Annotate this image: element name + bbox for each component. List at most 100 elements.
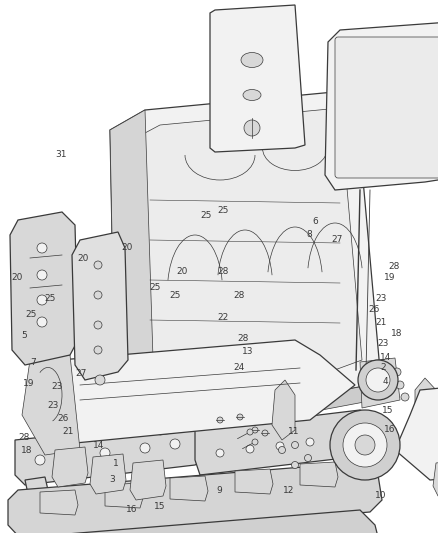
- Circle shape: [355, 435, 375, 455]
- Polygon shape: [325, 22, 438, 190]
- Polygon shape: [395, 365, 438, 480]
- Text: 23: 23: [51, 382, 63, 391]
- Text: 16: 16: [384, 425, 396, 433]
- Circle shape: [100, 448, 110, 458]
- Polygon shape: [272, 380, 295, 440]
- Circle shape: [292, 441, 299, 448]
- Text: 20: 20: [78, 254, 89, 263]
- Text: 28: 28: [237, 334, 249, 343]
- Text: 1: 1: [113, 459, 119, 468]
- Circle shape: [330, 410, 400, 480]
- Text: 26: 26: [369, 305, 380, 313]
- Circle shape: [140, 443, 150, 453]
- Text: 11: 11: [288, 427, 299, 436]
- Text: 25: 25: [26, 310, 37, 319]
- Circle shape: [343, 423, 387, 467]
- Polygon shape: [300, 462, 338, 487]
- Text: 6: 6: [312, 217, 318, 225]
- Circle shape: [244, 120, 260, 136]
- Text: 10: 10: [375, 491, 387, 500]
- Circle shape: [358, 360, 398, 400]
- Polygon shape: [10, 212, 78, 365]
- Circle shape: [252, 427, 258, 433]
- Circle shape: [37, 317, 47, 327]
- Text: 24: 24: [233, 364, 244, 372]
- Circle shape: [396, 381, 404, 389]
- Circle shape: [65, 452, 75, 462]
- Circle shape: [94, 321, 102, 329]
- Circle shape: [292, 462, 299, 469]
- Circle shape: [336, 434, 344, 442]
- Text: 5: 5: [21, 332, 27, 340]
- Text: 28: 28: [218, 268, 229, 276]
- Polygon shape: [235, 469, 273, 494]
- Polygon shape: [360, 358, 400, 408]
- Polygon shape: [170, 476, 208, 501]
- Text: 15: 15: [382, 406, 393, 415]
- Text: 28: 28: [233, 292, 244, 300]
- Text: 8: 8: [306, 230, 312, 239]
- Text: 23: 23: [375, 294, 387, 303]
- Text: 28: 28: [389, 262, 400, 271]
- Text: 16: 16: [126, 505, 137, 513]
- Circle shape: [252, 439, 258, 445]
- Polygon shape: [25, 477, 48, 494]
- Text: 14: 14: [93, 441, 104, 449]
- Text: 31: 31: [56, 150, 67, 159]
- Polygon shape: [30, 340, 355, 445]
- Circle shape: [94, 291, 102, 299]
- Circle shape: [217, 417, 223, 423]
- Polygon shape: [18, 510, 380, 533]
- Text: 2: 2: [381, 364, 386, 372]
- Circle shape: [237, 414, 243, 420]
- Text: 20: 20: [11, 273, 22, 281]
- Text: 9: 9: [216, 486, 222, 495]
- Text: 25: 25: [150, 284, 161, 292]
- Circle shape: [95, 375, 105, 385]
- Circle shape: [37, 295, 47, 305]
- Text: 3: 3: [109, 475, 115, 484]
- Text: 25: 25: [170, 292, 181, 300]
- Text: 26: 26: [58, 414, 69, 423]
- Circle shape: [276, 442, 284, 450]
- Circle shape: [366, 368, 390, 392]
- Text: 19: 19: [384, 273, 396, 281]
- Polygon shape: [8, 462, 382, 533]
- Text: 18: 18: [391, 329, 402, 337]
- Polygon shape: [433, 460, 438, 496]
- Polygon shape: [195, 410, 390, 475]
- Polygon shape: [22, 355, 80, 455]
- Text: 23: 23: [47, 401, 58, 409]
- Polygon shape: [40, 490, 78, 515]
- Text: 20: 20: [121, 244, 133, 252]
- Text: 18: 18: [21, 446, 32, 455]
- Text: 13: 13: [242, 348, 253, 356]
- Circle shape: [37, 270, 47, 280]
- Circle shape: [393, 368, 401, 376]
- Circle shape: [304, 455, 311, 462]
- Polygon shape: [52, 447, 88, 487]
- Circle shape: [306, 438, 314, 446]
- Polygon shape: [415, 378, 438, 452]
- Circle shape: [401, 393, 409, 401]
- Text: 4: 4: [383, 377, 388, 385]
- Circle shape: [247, 429, 253, 435]
- Circle shape: [170, 439, 180, 449]
- Text: 15: 15: [154, 502, 166, 511]
- Circle shape: [94, 261, 102, 269]
- Text: 21: 21: [375, 318, 387, 327]
- Text: 21: 21: [62, 427, 74, 436]
- Polygon shape: [110, 90, 380, 420]
- Polygon shape: [105, 483, 143, 508]
- Polygon shape: [128, 108, 362, 408]
- Circle shape: [94, 346, 102, 354]
- Polygon shape: [210, 5, 305, 152]
- Text: 14: 14: [380, 353, 391, 361]
- Polygon shape: [130, 460, 166, 500]
- Polygon shape: [15, 420, 215, 485]
- Circle shape: [246, 445, 254, 453]
- Text: 19: 19: [23, 379, 34, 388]
- Text: 27: 27: [75, 369, 87, 377]
- Polygon shape: [90, 454, 126, 494]
- Circle shape: [279, 447, 286, 454]
